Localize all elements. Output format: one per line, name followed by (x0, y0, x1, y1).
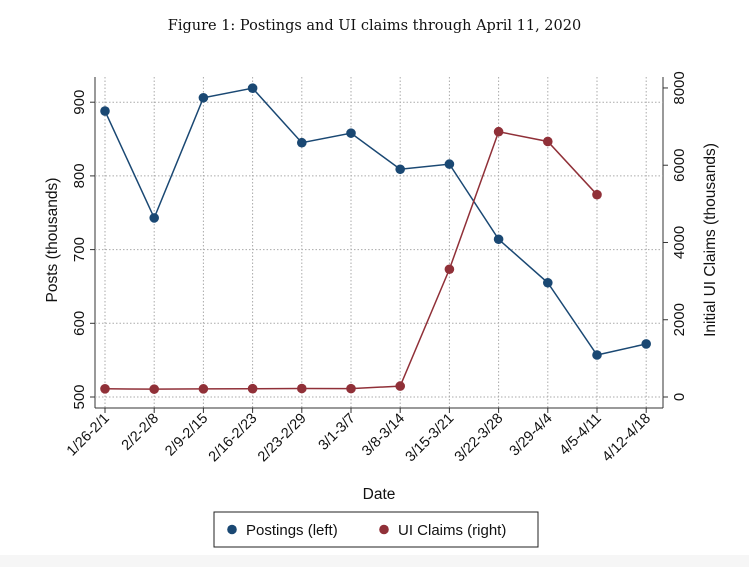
right-axis-title: Initial UI Claims (thousands) (702, 143, 719, 337)
x-axis-title: Date (363, 486, 396, 503)
x-tick-label: 3/8-3/14 (359, 411, 408, 460)
data-point (395, 164, 406, 175)
data-point (346, 383, 356, 394)
legend-box (213, 511, 539, 548)
left-tick-label: 900 (71, 90, 88, 115)
x-tick-label: 2/9-2/15 (162, 411, 211, 460)
legend-label: UI Claims (right) (398, 522, 506, 539)
x-tick-label: 2/2-2/8 (119, 411, 162, 454)
x-tick-label: 3/22-3/28 (452, 411, 507, 466)
data-point (592, 189, 602, 200)
data-point (346, 128, 356, 138)
x-tick-label: 4/12-4/18 (599, 411, 654, 466)
chart-title: Figure 1: Postings and UI claims through… (167, 18, 582, 34)
data-point (297, 137, 307, 148)
data-point (444, 159, 455, 169)
series-line-postings (104, 87, 647, 356)
legend-label: Postings (left) (246, 522, 338, 539)
data-point (395, 381, 406, 391)
right-tick-label: 2000 (671, 303, 688, 336)
legend-marker (227, 524, 237, 535)
data-point (198, 384, 209, 394)
data-point (493, 234, 504, 245)
right-tick-label: 0 (671, 393, 688, 401)
data-point (641, 339, 651, 349)
legend-marker (379, 524, 389, 535)
data-point (198, 92, 209, 103)
data-point (149, 384, 159, 394)
left-tick-label: 800 (71, 163, 88, 188)
data-point (297, 383, 307, 394)
left-axis-title: Posts (thousands) (44, 178, 61, 303)
right-tick-label: 4000 (671, 226, 688, 259)
left-tick-label: 700 (71, 237, 88, 262)
x-tick-label: 4/5-4/11 (557, 411, 605, 459)
data-point (543, 277, 553, 288)
page-footer-strip (0, 555, 749, 567)
x-tick-label: 3/29-4/4 (507, 411, 556, 460)
x-tick-label: 2/23-2/29 (255, 411, 310, 466)
data-point (100, 106, 110, 116)
data-point (444, 264, 455, 275)
data-point (149, 213, 159, 223)
data-point (100, 384, 110, 394)
x-tick-label: 2/16-2/23 (206, 411, 261, 466)
left-tick-label: 600 (71, 311, 88, 336)
data-point (493, 126, 504, 137)
data-point (247, 383, 258, 394)
x-tick-label: 1/26-2/1 (64, 411, 113, 460)
left-tick-label: 500 (71, 384, 88, 409)
data-point (543, 136, 553, 147)
data-point (247, 83, 258, 93)
right-tick-label: 8000 (671, 71, 688, 104)
x-tick-label: 3/15-3/21 (403, 411, 458, 466)
right-tick-label: 6000 (671, 149, 688, 182)
data-point (592, 350, 602, 360)
x-tick-label: 3/1-3/7 (316, 411, 359, 454)
